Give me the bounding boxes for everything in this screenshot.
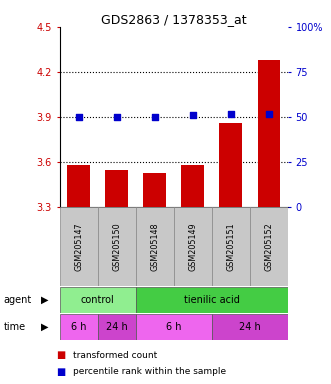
- Text: 6 h: 6 h: [71, 322, 86, 332]
- Bar: [212, 207, 250, 286]
- Bar: [60, 207, 98, 286]
- Text: ■: ■: [56, 350, 66, 360]
- Bar: [219, 123, 242, 207]
- Bar: [105, 170, 128, 207]
- Text: 6 h: 6 h: [166, 322, 181, 332]
- Bar: [60, 287, 136, 313]
- Bar: [250, 207, 288, 286]
- Bar: [136, 314, 212, 340]
- Point: [228, 111, 234, 117]
- Bar: [67, 165, 90, 207]
- Text: tienilic acid: tienilic acid: [184, 295, 240, 305]
- Bar: [174, 207, 212, 286]
- Text: 24 h: 24 h: [106, 322, 127, 332]
- Text: ▶: ▶: [41, 322, 48, 332]
- Text: transformed count: transformed count: [73, 351, 157, 360]
- Bar: [258, 60, 280, 207]
- Text: GSM205150: GSM205150: [112, 222, 121, 271]
- Point: [114, 114, 119, 120]
- Text: GSM205152: GSM205152: [264, 222, 273, 271]
- Text: percentile rank within the sample: percentile rank within the sample: [73, 367, 226, 376]
- Bar: [136, 207, 174, 286]
- Bar: [60, 314, 98, 340]
- Bar: [136, 287, 288, 313]
- Bar: [98, 314, 136, 340]
- Text: control: control: [81, 295, 115, 305]
- Text: ▶: ▶: [41, 295, 48, 305]
- Text: 24 h: 24 h: [239, 322, 261, 332]
- Title: GDS2863 / 1378353_at: GDS2863 / 1378353_at: [101, 13, 247, 26]
- Text: GSM205151: GSM205151: [226, 222, 235, 271]
- Bar: [143, 173, 166, 207]
- Text: time: time: [3, 322, 25, 332]
- Point: [76, 114, 81, 120]
- Point: [266, 111, 271, 117]
- Point: [190, 112, 195, 118]
- Bar: [212, 314, 288, 340]
- Bar: [181, 165, 204, 207]
- Text: ■: ■: [56, 367, 66, 377]
- Text: GSM205149: GSM205149: [188, 222, 197, 271]
- Bar: [98, 207, 136, 286]
- Text: agent: agent: [3, 295, 31, 305]
- Text: GSM205148: GSM205148: [150, 222, 159, 271]
- Text: GSM205147: GSM205147: [74, 222, 83, 271]
- Point: [152, 114, 158, 120]
